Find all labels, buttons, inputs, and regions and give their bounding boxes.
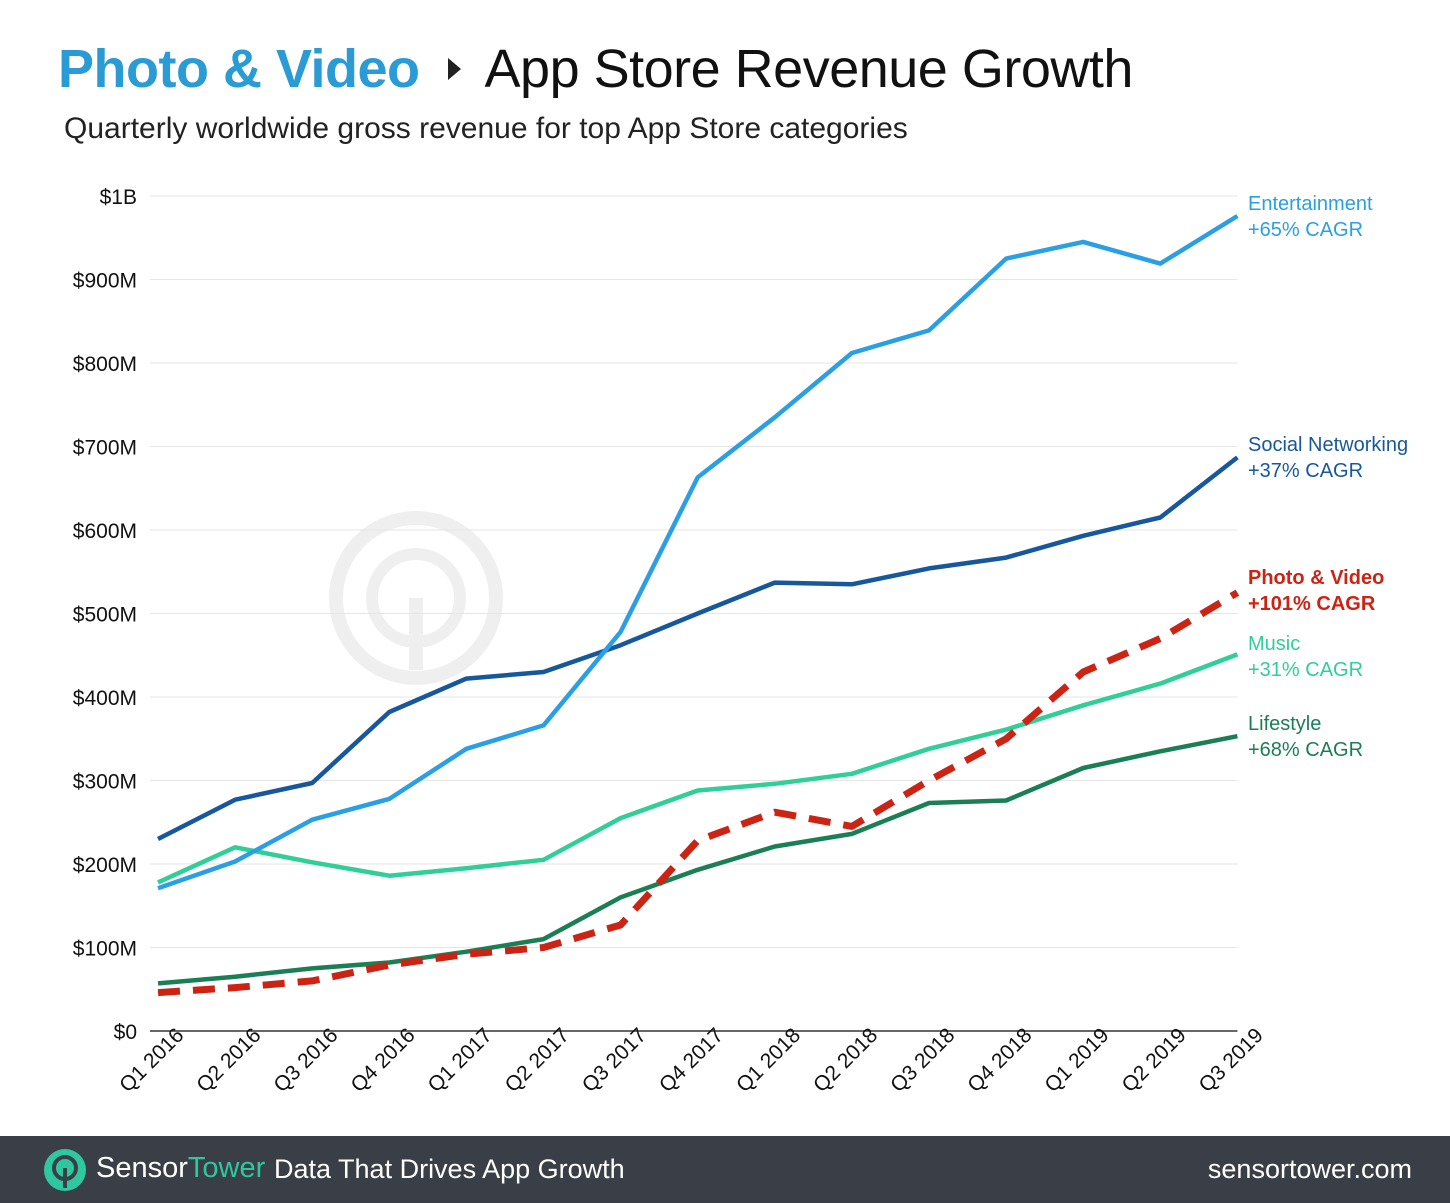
title-arrow-icon <box>447 58 461 80</box>
brand-logo-text[interactable]: SensorTower <box>96 1152 265 1185</box>
x-tick-label: Q2 2016 <box>192 1024 265 1097</box>
x-tick-label: Q3 2019 <box>1195 1024 1268 1097</box>
title-main: App Store Revenue Growth <box>484 39 1134 99</box>
legend-name-social: Social Networking <box>1248 434 1408 456</box>
legend-cagr-lifestyle: +68% CAGR <box>1248 739 1363 761</box>
x-tick-label: Q2 2019 <box>1117 1024 1190 1097</box>
legend-name-lifestyle: Lifestyle <box>1248 713 1321 735</box>
sensortower-logo-icon <box>44 1149 86 1191</box>
x-tick-label: Q4 2016 <box>346 1024 419 1097</box>
y-tick-label: $0 <box>114 1021 137 1044</box>
x-tick-label: Q2 2018 <box>809 1024 882 1097</box>
y-tick-label: $500M <box>73 604 137 627</box>
legend-name-music: Music <box>1248 633 1300 655</box>
series-line-entertainment <box>157 214 1239 891</box>
legend-cagr-photo: +101% CAGR <box>1248 593 1376 615</box>
x-tick-label: Q4 2018 <box>963 1024 1036 1097</box>
series-lines <box>156 214 1240 997</box>
legend-name-entertainment: Entertainment <box>1248 193 1373 215</box>
series-line-social <box>156 455 1239 842</box>
legend-cagr-music: +31% CAGR <box>1248 659 1363 681</box>
legend-cagr-entertainment: +65% CAGR <box>1248 219 1363 241</box>
x-tick-label: Q1 2018 <box>732 1024 805 1097</box>
y-tick-label: $300M <box>73 771 137 794</box>
series-line-lifestyle <box>157 733 1238 986</box>
x-tick-label: Q3 2017 <box>578 1024 651 1097</box>
title-category: Photo & Video <box>58 39 420 99</box>
legend: Entertainment +65% CAGR Social Networking +… <box>1248 193 1408 761</box>
x-tick-label: Q3 2016 <box>269 1024 342 1097</box>
chart-title: Photo & Video App Store Revenue Growth <box>58 38 1133 108</box>
y-tick-label: $900M <box>73 270 137 293</box>
y-tick-label: $100M <box>73 938 137 961</box>
y-tick-label: $700M <box>73 437 137 460</box>
y-tick-label: $600M <box>73 520 137 543</box>
brand-name-sensor: Sensor <box>96 1152 188 1184</box>
y-tick-label: $200M <box>73 854 137 877</box>
brand-tagline: Data That Drives App Growth <box>274 1154 625 1184</box>
x-tick-label: Q1 2017 <box>424 1024 497 1097</box>
y-tick-label: $400M <box>73 687 137 710</box>
series-line-music <box>157 652 1239 885</box>
legend-cagr-social: +37% CAGR <box>1248 460 1363 482</box>
x-tick-label: Q3 2018 <box>886 1024 959 1097</box>
brand-name-tower: Tower <box>187 1152 266 1184</box>
watermark <box>329 511 503 685</box>
x-tick-label: Q1 2019 <box>1040 1024 1113 1097</box>
footer-bar: SensorTower Data That Drives App Growth … <box>0 1136 1450 1203</box>
legend-name-photo: Photo & Video <box>1248 567 1384 589</box>
x-axis-tick-labels: Q1 2016 Q2 2016 Q3 2016 Q4 2016 Q1 2017 Q2 20… <box>115 1024 1268 1097</box>
x-tick-label: Q4 2017 <box>655 1024 728 1097</box>
site-link[interactable]: sensortower.com <box>1207 1154 1412 1184</box>
revenue-line-chart: $0 $100M $200M $300M $400M $500M $600M $700M $80… <box>73 186 1408 1097</box>
series-line-photo <box>157 589 1240 997</box>
chart-subtitle: Quarterly worldwide gross revenue for to… <box>64 112 908 145</box>
x-tick-label: Q2 2017 <box>501 1024 574 1097</box>
y-axis-tick-labels: $0 $100M $200M $300M $400M $500M $600M $700M $80… <box>73 186 137 1044</box>
y-tick-label: $800M <box>73 353 137 376</box>
y-tick-label: $1B <box>100 186 137 209</box>
